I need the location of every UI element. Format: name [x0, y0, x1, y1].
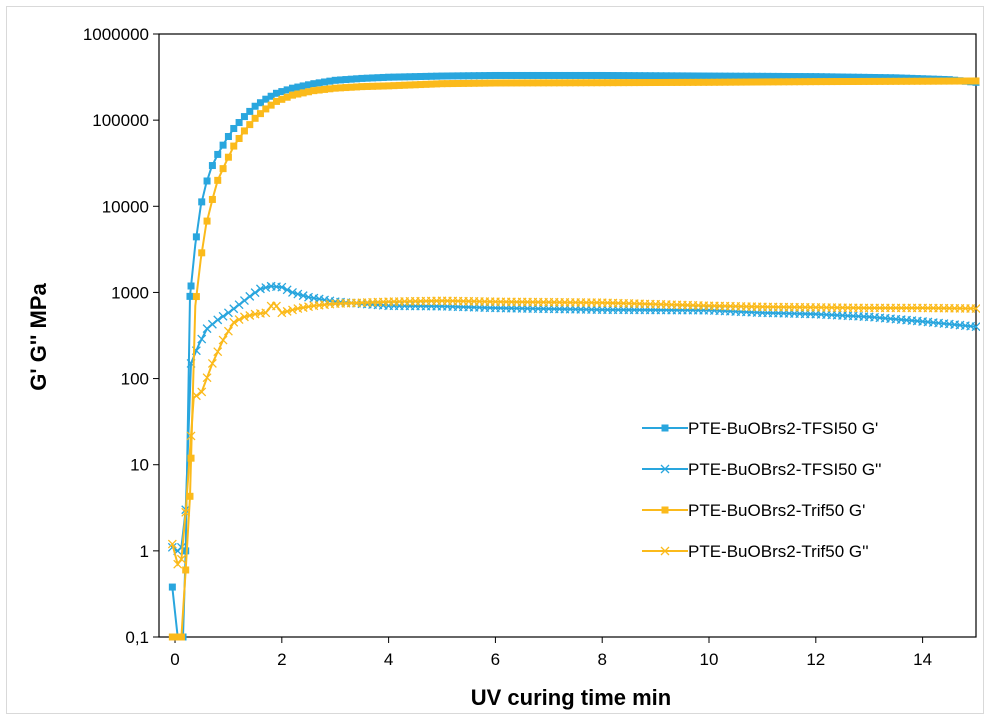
chart-border: [6, 6, 984, 714]
